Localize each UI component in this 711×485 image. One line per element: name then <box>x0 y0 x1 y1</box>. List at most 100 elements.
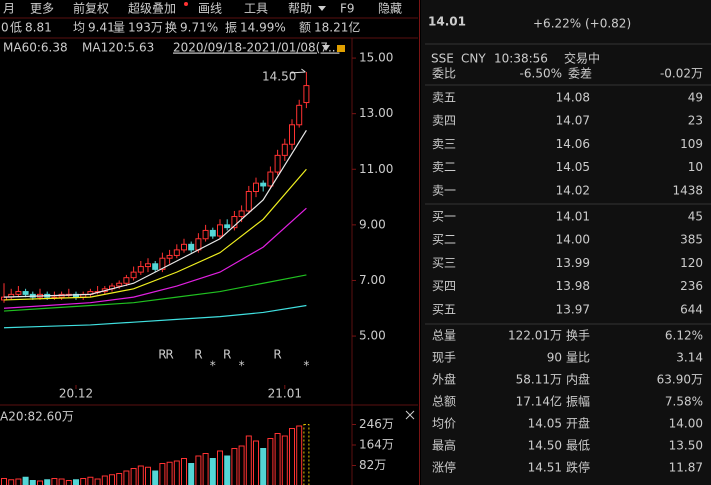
quote-fragment: 0 <box>1 21 9 35</box>
moving-average <box>3 304 307 329</box>
toolbar-button[interactable]: 月 <box>3 2 15 16</box>
dropdown-icon <box>322 45 330 51</box>
volume-bar <box>44 479 51 485</box>
stat-label: 总额 <box>432 395 456 409</box>
signal-marker: R <box>158 348 166 362</box>
book-volume: 644 <box>680 302 703 316</box>
quote-label: 低 <box>10 21 22 35</box>
candle-body <box>137 266 144 273</box>
signal-marker: R <box>165 348 173 362</box>
volume-bar <box>29 480 36 485</box>
volume-bar <box>116 473 123 485</box>
quote-label: 额 <box>299 21 311 35</box>
volume-bar <box>94 478 101 485</box>
y-tick-label: 82万 <box>359 458 386 472</box>
book-price: 13.99 <box>556 256 590 270</box>
quote-value: 193万 <box>128 21 163 35</box>
candle-body <box>238 210 245 218</box>
market-info: 10:38:56 <box>494 52 548 66</box>
book-level: 买三 <box>432 256 456 270</box>
quote-value: 9.41 <box>88 21 115 35</box>
book-price: 14.02 <box>556 183 590 197</box>
volume-bar <box>80 478 87 485</box>
dropdown-icon <box>318 6 326 11</box>
stat-label: 开盘 <box>566 416 590 431</box>
row-label: 委比 <box>432 67 456 81</box>
quote-label: 振 <box>225 21 237 35</box>
row-value: -0.02万 <box>660 67 703 81</box>
toolbar-button[interactable]: 工具 <box>244 2 268 16</box>
candle-body <box>152 263 159 270</box>
quote-value: 14.99% <box>240 21 286 35</box>
stat-label: 振幅 <box>566 394 590 409</box>
stat-value: 122.01万 <box>508 329 562 343</box>
stat-value: 14.51 <box>528 461 562 475</box>
volume-bar <box>281 435 288 485</box>
y-tick-label: 15.00 <box>359 51 393 65</box>
market-info: CNY <box>461 52 486 66</box>
book-price: 14.01 <box>556 210 590 224</box>
candle-body <box>274 154 281 173</box>
volume-bar <box>1 478 7 485</box>
toolbar-button[interactable]: F9 <box>340 2 355 16</box>
candle-body <box>267 171 274 187</box>
book-level: 卖一 <box>432 183 456 197</box>
candle-body <box>289 124 295 145</box>
volume-bar <box>123 470 130 485</box>
volume-bar <box>22 476 29 485</box>
book-volume: 120 <box>680 256 703 270</box>
candle-body <box>202 229 209 240</box>
toolbar-button[interactable]: 画线 <box>198 2 222 16</box>
book-volume: 49 <box>688 91 703 105</box>
row-label: 委差 <box>568 67 592 81</box>
stat-value: 6.12% <box>665 329 703 343</box>
moving-average <box>3 168 307 301</box>
book-volume: 109 <box>680 137 703 151</box>
quote-label: 均 <box>73 21 85 35</box>
volume-bar <box>202 453 209 485</box>
candle-body <box>159 257 166 270</box>
stat-value: 14.05 <box>528 417 562 431</box>
volume-bar <box>260 448 267 485</box>
date-range: 2020/09/18-2021/01/08(7... <box>173 41 339 55</box>
candle-body <box>166 254 173 259</box>
candle-body <box>195 238 202 251</box>
book-volume: 385 <box>680 233 703 247</box>
notification-dot <box>184 2 188 6</box>
volume-bar <box>152 470 159 485</box>
book-level: 买二 <box>432 233 456 247</box>
book-volume: 45 <box>688 210 703 224</box>
candle-body <box>116 282 123 287</box>
book-level: 买一 <box>432 210 456 224</box>
volume-bar <box>58 478 65 485</box>
toolbar-button[interactable]: 超级叠加 <box>128 1 176 16</box>
y-tick-label: 246万 <box>359 417 394 431</box>
signal-marker: * <box>303 359 309 373</box>
moving-average <box>3 130 307 298</box>
book-volume: 236 <box>680 279 703 293</box>
stat-label: 涨停 <box>432 460 456 475</box>
volume-bar <box>217 450 223 485</box>
book-price: 13.97 <box>556 302 590 316</box>
volume-bar <box>209 458 216 485</box>
volume-bar <box>87 476 94 485</box>
last-price: 14.01 <box>428 15 466 29</box>
moving-average <box>3 207 307 309</box>
market-info: 交易中 <box>564 51 600 66</box>
book-level: 卖四 <box>432 114 456 128</box>
volume-bar <box>65 480 72 485</box>
toolbar-button[interactable]: 隐藏 <box>378 2 402 16</box>
book-price: 13.98 <box>556 279 590 293</box>
toolbar-button[interactable]: 更多 <box>30 2 54 16</box>
candle-body <box>15 291 22 295</box>
book-volume: 23 <box>688 114 703 128</box>
stat-label: 最低 <box>566 439 590 453</box>
candle-body <box>181 243 187 251</box>
volume-bar <box>238 445 245 485</box>
volume-bar <box>101 475 108 485</box>
toolbar-button[interactable]: 帮助 <box>288 2 312 16</box>
stat-value: 17.14亿 <box>516 394 562 409</box>
high-annotation: 14.50 <box>262 69 296 83</box>
toolbar-button[interactable]: 前复权 <box>73 1 109 16</box>
